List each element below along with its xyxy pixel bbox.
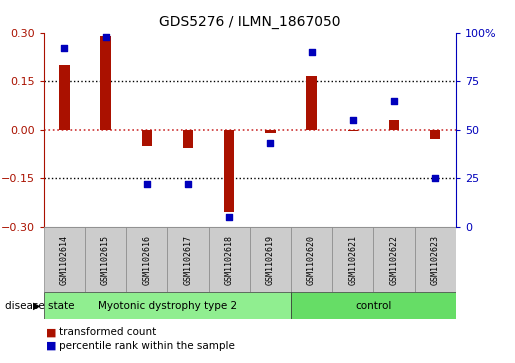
Text: ■: ■ [46,327,57,337]
Text: percentile rank within the sample: percentile rank within the sample [59,340,235,351]
Bar [209,227,250,292]
Bar [306,76,317,130]
Bar [415,227,456,292]
Bar [126,227,167,292]
Bar [59,65,70,130]
Bar [348,130,358,131]
Bar [85,227,126,292]
Text: GSM1102618: GSM1102618 [225,234,234,285]
Point [143,181,151,187]
Title: GDS5276 / ILMN_1867050: GDS5276 / ILMN_1867050 [159,15,340,29]
Bar [291,227,332,292]
Bar [373,227,415,292]
Text: control: control [355,301,391,311]
Point [184,181,192,187]
Point [225,214,233,220]
Text: GSM1102621: GSM1102621 [348,234,357,285]
Bar [224,130,234,212]
Text: GSM1102615: GSM1102615 [101,234,110,285]
Text: GSM1102622: GSM1102622 [389,234,399,285]
Text: GSM1102623: GSM1102623 [431,234,440,285]
Text: Myotonic dystrophy type 2: Myotonic dystrophy type 2 [98,301,237,311]
Text: ■: ■ [46,340,57,351]
Text: disease state: disease state [5,301,75,311]
Text: GSM1102614: GSM1102614 [60,234,69,285]
Point [431,175,439,181]
Bar [430,130,440,139]
Text: GSM1102619: GSM1102619 [266,234,275,285]
Bar [167,227,209,292]
Point [349,117,357,123]
Text: GSM1102620: GSM1102620 [307,234,316,285]
Point [390,98,398,103]
Bar [250,227,291,292]
Bar [389,120,399,130]
Text: GSM1102616: GSM1102616 [142,234,151,285]
Text: transformed count: transformed count [59,327,157,337]
Text: GSM1102617: GSM1102617 [183,234,193,285]
Bar [44,227,85,292]
Bar [142,130,152,146]
Text: ▶: ▶ [33,301,41,311]
Bar [265,130,276,133]
Bar [100,36,111,130]
Bar [332,227,373,292]
Point [307,49,316,55]
Bar [44,292,291,319]
Bar [183,130,193,148]
Point [101,34,110,40]
Point [60,45,68,51]
Point [266,140,274,146]
Bar [291,292,456,319]
